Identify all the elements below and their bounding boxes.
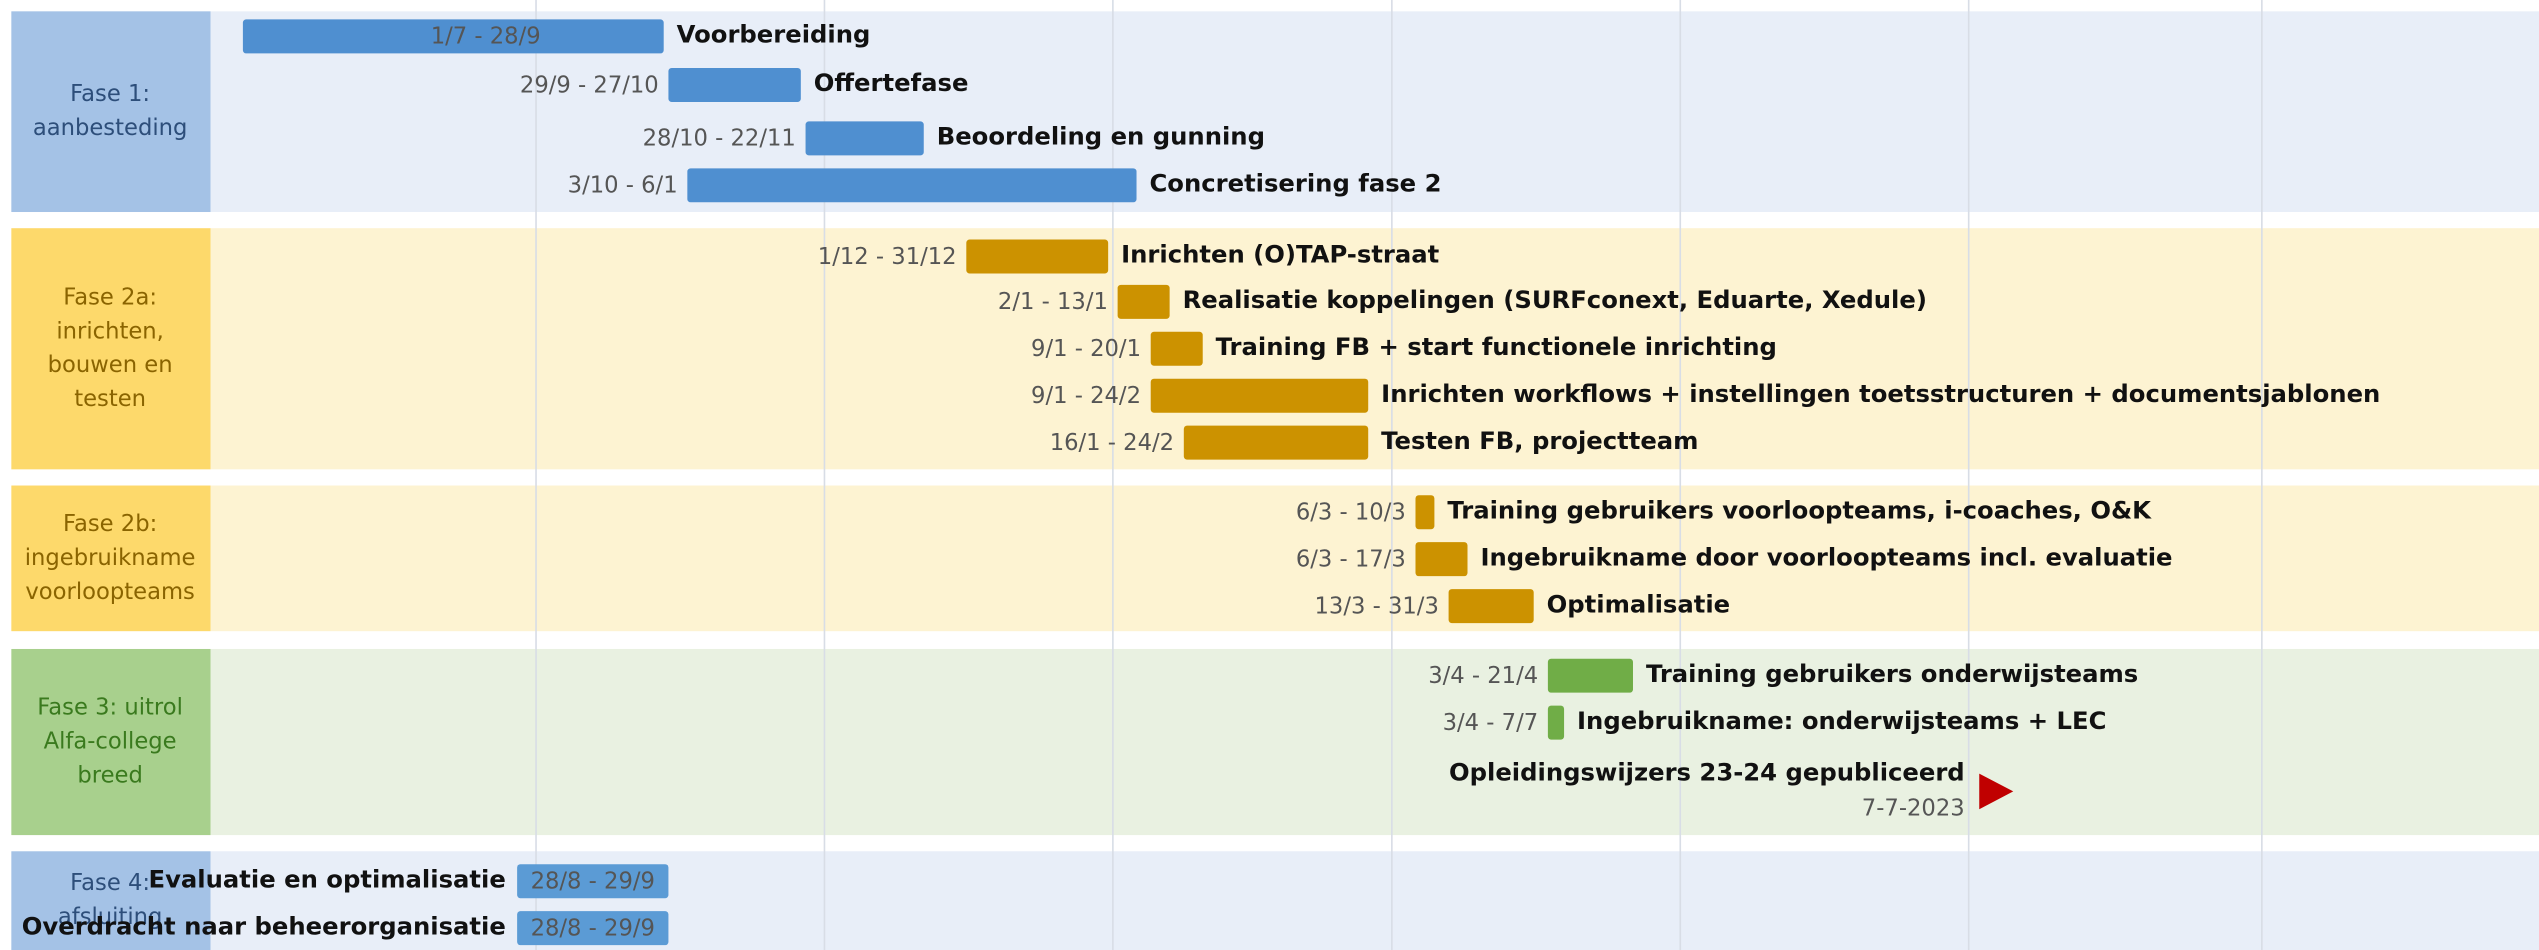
phase-band [210, 648, 2539, 836]
task-name: Offertefase [814, 68, 969, 97]
task-dates: 28/8 - 29/9 [531, 915, 655, 941]
task-dates: 1/12 - 31/12 [818, 244, 957, 270]
task-bar [242, 19, 664, 54]
task-dates: 29/9 - 27/10 [520, 72, 659, 98]
phase-label: voorloopteams [25, 579, 194, 605]
task-bar [1183, 425, 1369, 460]
task-name: Concretisering fase 2 [1149, 169, 1441, 198]
phase-box [11, 228, 211, 470]
milestone-marker [1979, 773, 2014, 810]
task-dates: 3/4 - 7/7 [1443, 710, 1539, 736]
task-bar [966, 239, 1109, 274]
task-dates: 9/1 - 24/2 [1031, 383, 1141, 409]
task-name: Training gebruikers voorloopteams, i-coa… [1447, 495, 2152, 524]
task-name: Ingebruikname door voorloopteams incl. e… [1480, 542, 2172, 571]
task-name: Inrichten (O)TAP-straat [1121, 240, 1440, 269]
task-bar [1415, 495, 1435, 530]
phase-label: Alfa-college [44, 729, 177, 755]
milestone-date: 7-7-2023 [1862, 796, 1965, 822]
task-bar [1448, 589, 1534, 624]
phase-label: breed [77, 763, 142, 789]
task-bar [805, 121, 924, 156]
phase-box [11, 485, 211, 632]
phase-box [11, 851, 211, 950]
milestone-name: Opleidingswijzers 23-24 gepubliceerd [1449, 758, 1965, 787]
bands [11, 11, 2539, 950]
phase-label: testen [74, 386, 146, 412]
phase-label: afsluiting [58, 904, 163, 930]
phase-label: inrichten, [56, 318, 163, 344]
task-name: Testen FB, projectteam [1381, 426, 1698, 455]
task-bar [1415, 542, 1468, 577]
task-dates: 9/1 - 20/1 [1031, 336, 1141, 362]
task-bar [668, 67, 801, 102]
task-dates: 28/10 - 22/11 [643, 126, 796, 152]
phase-box [11, 11, 211, 213]
task-dates: 1/7 - 28/9 [431, 24, 541, 50]
task-bar [1150, 331, 1203, 366]
phase-box [11, 648, 211, 836]
task-bar [517, 911, 669, 946]
task-name: Optimalisatie [1547, 589, 1730, 618]
task-bar [1117, 284, 1170, 319]
task-name: Evaluatie en optimalisatie [149, 864, 506, 893]
task-dates: 6/3 - 10/3 [1296, 500, 1406, 526]
task-bar [1547, 705, 1565, 740]
task-name: Voorbereiding [677, 20, 871, 49]
task-dates: 2/1 - 13/1 [998, 289, 1108, 315]
task-dates: 13/3 - 31/3 [1314, 593, 1438, 619]
content: Fase 1: aanbesteding 1/7 - 28/9 Voorbereidi… [22, 19, 2380, 946]
phase-label: Fase 2b: [63, 511, 157, 537]
task-bar [1547, 658, 1633, 693]
task-bar [687, 168, 1137, 203]
task-bar [517, 864, 669, 899]
phase-label: bouwen en [48, 352, 173, 378]
task-bar [1150, 378, 1369, 413]
phase-label: aanbesteding [33, 115, 188, 141]
phase-label: Fase 2a: [63, 284, 157, 310]
task-dates: 6/3 - 17/3 [1296, 546, 1406, 572]
task-name: Ingebruikname: onderwijsteams + LEC [1577, 706, 2106, 735]
task-dates: 28/8 - 29/9 [531, 869, 655, 895]
task-name: Overdracht naar beheerorganisatie [22, 911, 506, 940]
task-name: Realisatie koppelingen (SURFconext, Edua… [1183, 285, 1927, 314]
phase-label: Fase 3: uitrol [37, 695, 183, 721]
task-name: Beoordeling en gunning [937, 122, 1265, 151]
phase-label: Fase 4: [70, 870, 150, 896]
task-name: Training gebruikers onderwijsteams [1646, 659, 2138, 688]
phase-label: ingebruikname [25, 545, 196, 571]
grid [535, 0, 2263, 950]
task-dates: 3/10 - 6/1 [568, 173, 678, 199]
phase-label: Fase 1: [70, 81, 150, 107]
task-dates: 3/4 - 21/4 [1428, 663, 1538, 689]
task-name: Inrichten workflows + instellingen toets… [1381, 379, 2380, 408]
phase-band [210, 485, 2539, 632]
task-name: Training FB + start functionele inrichti… [1216, 332, 1777, 361]
phase-band [210, 228, 2539, 470]
task-dates: 16/1 - 24/2 [1050, 430, 1174, 456]
